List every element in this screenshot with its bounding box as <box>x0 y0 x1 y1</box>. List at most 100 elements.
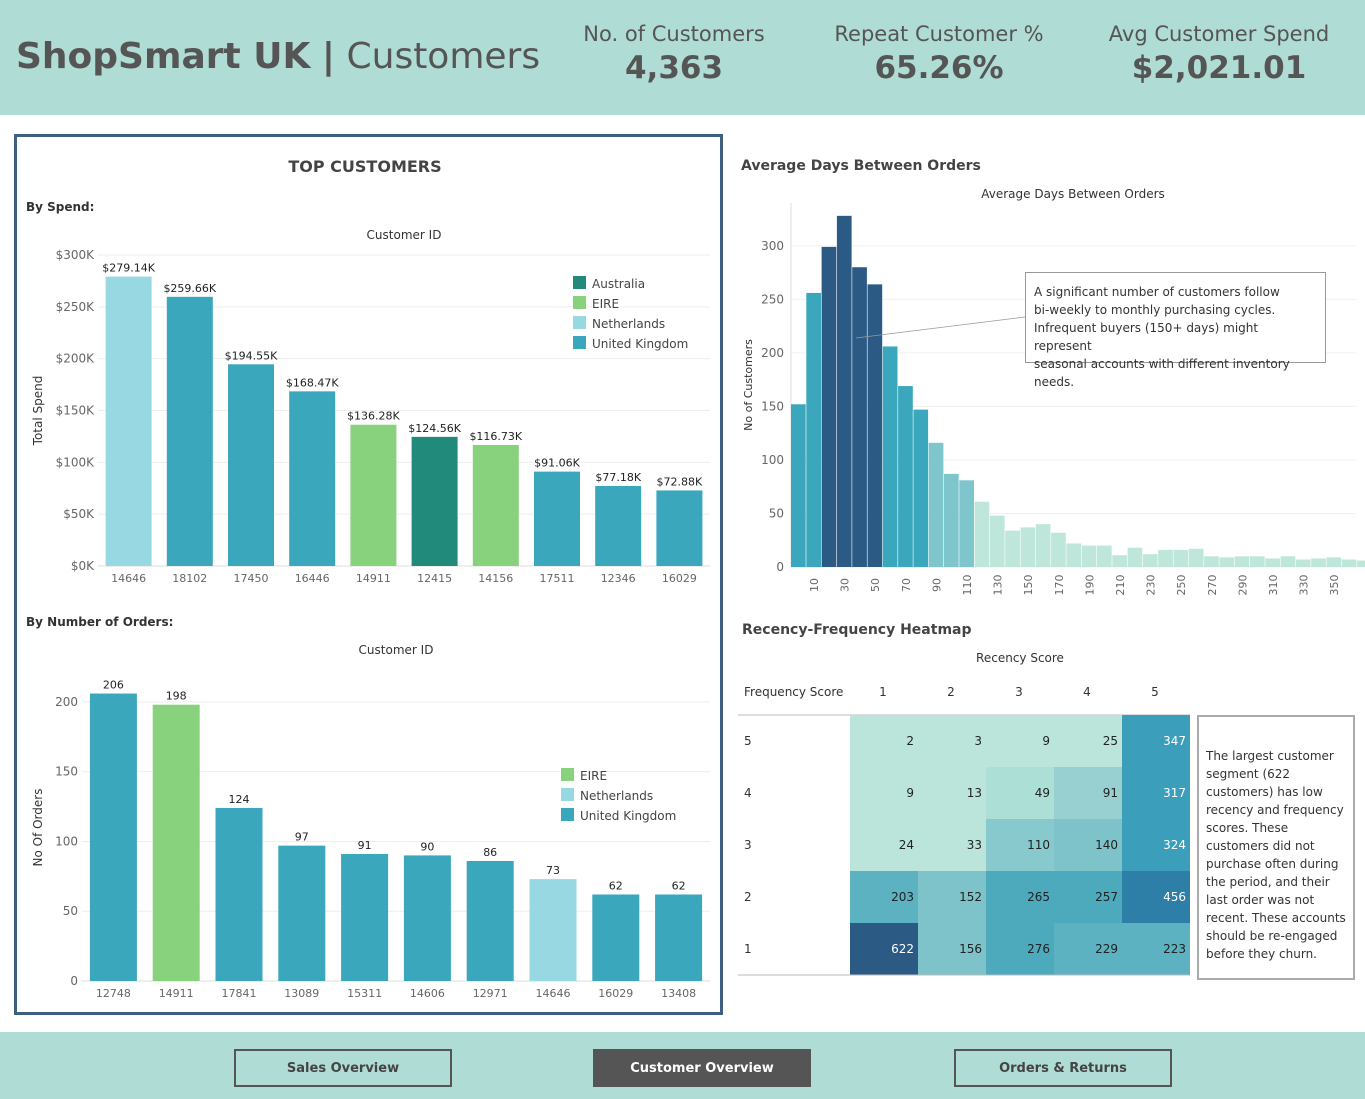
heatmap-value: 33 <box>967 838 982 852</box>
histogram-bar <box>974 501 990 567</box>
data-label: $77.18K <box>595 471 641 484</box>
histogram-bar <box>959 480 974 567</box>
y-tick-label: 100 <box>761 453 784 467</box>
heatmap-cell <box>1054 715 1122 767</box>
histogram-bar <box>1051 532 1066 567</box>
title-separator: | <box>321 36 336 77</box>
bar <box>278 845 326 981</box>
footer-nav: Sales Overview Customer Overview Orders … <box>0 1032 1365 1099</box>
data-label: 62 <box>672 879 686 892</box>
by-spend-label: By Spend: <box>26 200 94 214</box>
heatmap-cell <box>850 767 918 819</box>
legend-label: Netherlands <box>592 317 665 331</box>
days-section-title: Average Days Between Orders <box>741 158 981 174</box>
frequency-label: 3 <box>744 838 752 852</box>
heatmap-y-title: Frequency Score <box>744 685 843 699</box>
heatmap-cell <box>1122 819 1190 871</box>
legend-label: United Kingdom <box>592 337 688 351</box>
x-tick-label: 17511 <box>540 572 575 585</box>
bar <box>289 391 336 566</box>
x-tick-label: 10 <box>808 578 821 592</box>
y-tick-label: $50K <box>63 507 95 521</box>
heatmap-value: 2 <box>906 734 914 748</box>
histogram-bar <box>1341 559 1357 567</box>
histogram-bar <box>1097 545 1112 567</box>
chart-title: Customer ID <box>359 643 434 657</box>
data-label: 62 <box>609 879 623 892</box>
x-tick-label: 110 <box>961 575 974 596</box>
heatmap-value: 229 <box>1095 942 1118 956</box>
x-tick-label: 350 <box>1328 575 1341 596</box>
heatmap-value: 91 <box>1103 786 1118 800</box>
legend-swatch <box>573 336 586 349</box>
legend-label: Australia <box>592 277 645 291</box>
heatmap-cell <box>986 715 1054 767</box>
heatmap-cell <box>1054 871 1122 923</box>
top-customers-panel <box>14 134 723 1015</box>
y-tick-label: 100 <box>55 834 78 848</box>
heatmap-cell <box>1122 767 1190 819</box>
annotation-line: bi-weekly to monthly purchasing cycles. <box>1034 303 1276 317</box>
histogram-bar <box>1081 545 1097 567</box>
histogram-bar <box>1035 524 1051 567</box>
heatmap-cell <box>918 767 986 819</box>
x-tick-label: 14646 <box>111 572 146 585</box>
heatmap-cell <box>1122 715 1190 767</box>
data-label: $91.06K <box>534 457 580 470</box>
data-label: $72.88K <box>657 475 703 488</box>
y-tick-label: $200K <box>56 352 96 366</box>
heatmap-cell <box>1122 923 1190 975</box>
heatmap-section-title: Recency-Frequency Heatmap <box>742 622 972 638</box>
heatmap-cell <box>986 871 1054 923</box>
histogram-bar <box>1250 556 1265 567</box>
x-tick-label: 15311 <box>347 987 382 1000</box>
data-label: 90 <box>420 840 434 853</box>
recency-header: 2 <box>947 685 955 699</box>
bar <box>472 444 519 566</box>
histogram-bar <box>1357 560 1365 567</box>
annotation-line: seasonal accounts with different invento… <box>1034 357 1290 389</box>
x-tick-label: 14606 <box>410 987 445 1000</box>
heatmap-cell <box>1054 923 1122 975</box>
x-tick-label: 310 <box>1267 575 1280 596</box>
histogram-bar <box>1020 527 1036 567</box>
data-label: $168.47K <box>286 376 339 389</box>
x-tick-label: 150 <box>1022 575 1035 596</box>
bar <box>228 364 274 566</box>
frequency-label: 4 <box>744 786 752 800</box>
x-tick-label: 16029 <box>598 987 633 1000</box>
heatmap-cell <box>850 871 918 923</box>
y-tick-label: 0 <box>70 974 78 988</box>
legend-swatch <box>573 316 586 329</box>
data-label: $279.14K <box>102 262 155 275</box>
x-tick-label: 12971 <box>473 987 508 1000</box>
legend-swatch <box>561 768 574 781</box>
data-label: 198 <box>166 690 187 703</box>
annotation-line: Infrequent buyers (150+ days) might repr… <box>1034 321 1259 353</box>
x-tick-label: 16029 <box>662 572 697 585</box>
nav-orders-returns-button[interactable]: Orders & Returns <box>954 1049 1172 1087</box>
heatmap-cell <box>850 923 918 975</box>
nav-sales-overview-button[interactable]: Sales Overview <box>234 1049 452 1087</box>
kpi-repeat: Repeat Customer % 65.26% <box>829 22 1049 86</box>
y-axis-label: Total Spend <box>31 376 45 447</box>
histogram-bar <box>806 292 821 567</box>
x-tick-label: 12346 <box>601 572 636 585</box>
bar <box>466 860 514 981</box>
heatmap-cell <box>1054 767 1122 819</box>
data-label: 97 <box>295 831 309 844</box>
data-label: 124 <box>229 793 250 806</box>
bar <box>595 485 642 566</box>
legend-swatch <box>561 788 574 801</box>
legend-swatch <box>561 808 574 821</box>
page-title: ShopSmart UK | Customers <box>16 36 540 77</box>
data-label: 73 <box>546 864 560 877</box>
x-tick-label: 18102 <box>172 572 207 585</box>
kpi-label: No. of Customers <box>583 22 765 46</box>
x-tick-label: 90 <box>930 578 943 592</box>
x-tick-label: 14911 <box>356 572 391 585</box>
x-tick-label: 170 <box>1053 575 1066 596</box>
bar <box>105 276 152 566</box>
nav-customer-overview-button[interactable]: Customer Overview <box>593 1049 811 1087</box>
